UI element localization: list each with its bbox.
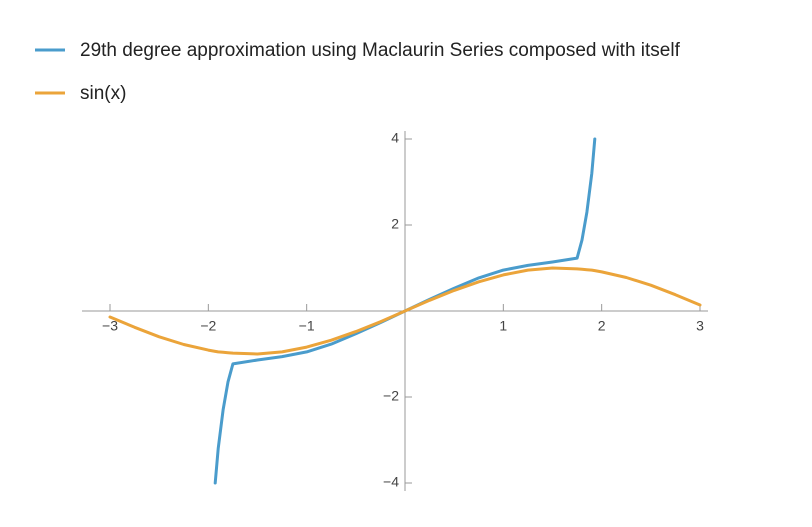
y-tick-label: 2 bbox=[391, 216, 399, 232]
x-tick-label: −3 bbox=[102, 318, 118, 334]
x-tick-label: 3 bbox=[696, 318, 704, 334]
series-line bbox=[108, 266, 702, 356]
y-tick-label: −2 bbox=[383, 388, 399, 404]
legend-label: sin(x) bbox=[80, 83, 126, 104]
legend-label: 29th degree approximation using Maclauri… bbox=[80, 40, 681, 61]
x-tick-label: 2 bbox=[598, 318, 606, 334]
y-tick-label: −4 bbox=[383, 474, 399, 490]
x-tick-label: 1 bbox=[499, 318, 507, 334]
y-tick-label: 4 bbox=[391, 130, 399, 146]
x-tick-label: −1 bbox=[299, 318, 315, 334]
x-tick-label: −2 bbox=[200, 318, 216, 334]
